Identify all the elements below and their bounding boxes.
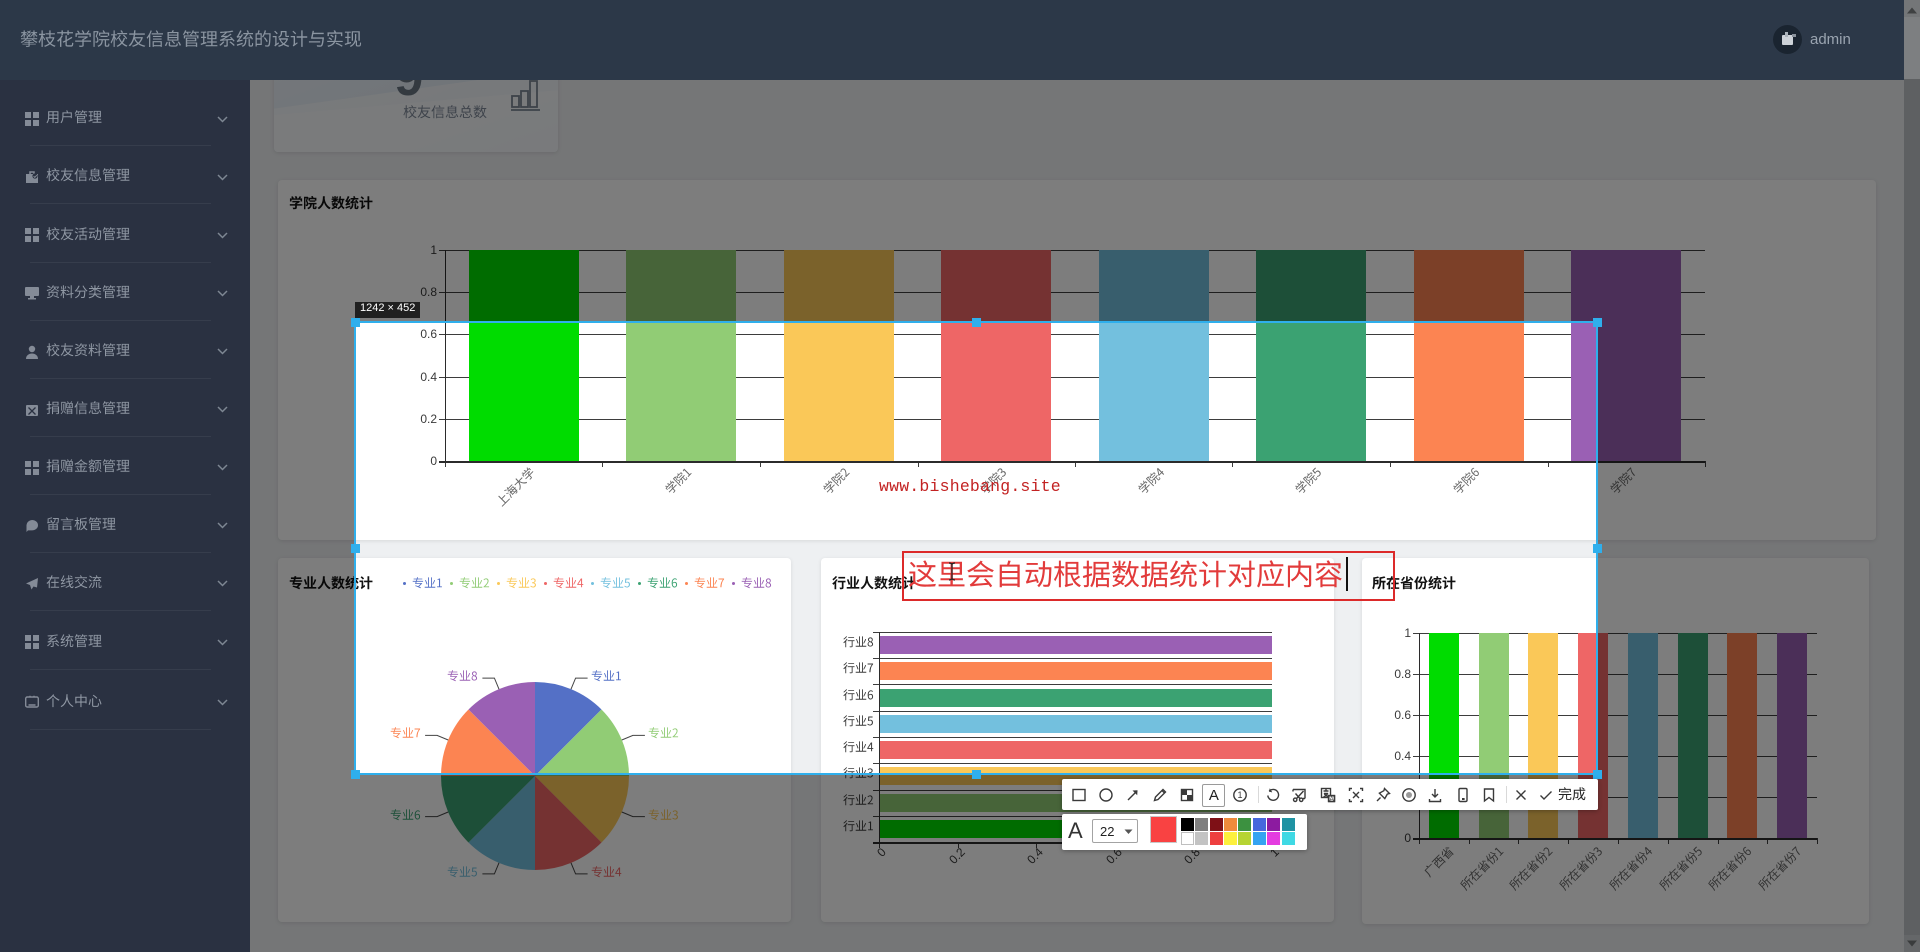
svg-text:A: A xyxy=(1329,796,1334,803)
svg-text:1: 1 xyxy=(1237,790,1242,800)
